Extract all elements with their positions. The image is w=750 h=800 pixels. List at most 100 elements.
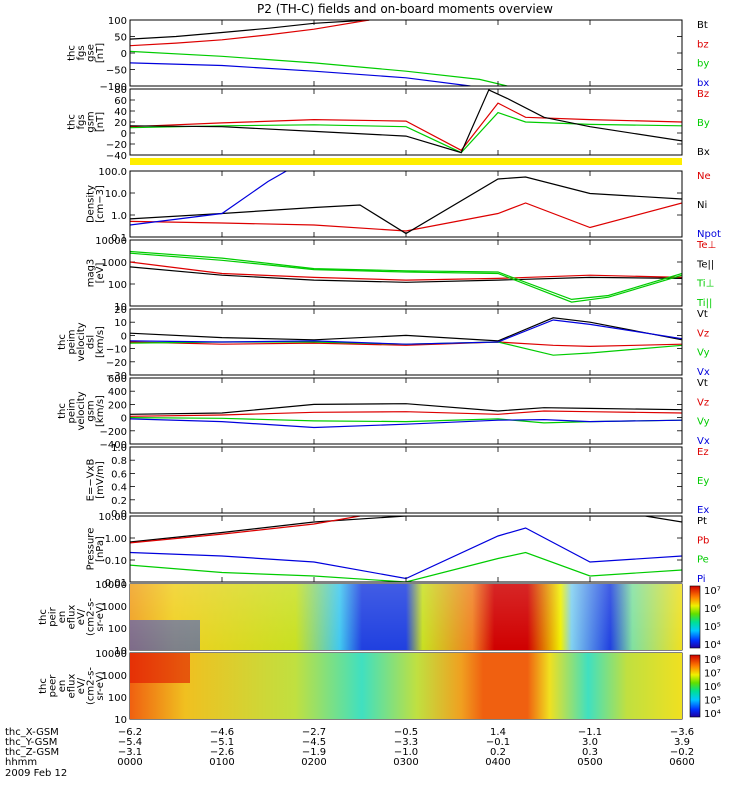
colorbar-label: 10⁵ bbox=[704, 622, 721, 633]
ytick-label: 0 bbox=[121, 414, 127, 425]
legend-by: by bbox=[697, 59, 709, 70]
series-vz bbox=[130, 410, 682, 417]
ylabel-line: thc bbox=[57, 403, 68, 419]
panel-density: 100.0 10.0 1.0 0.1 Density[cm−3] Ne Ni Npot bbox=[86, 167, 721, 244]
series-bx bbox=[130, 89, 682, 154]
series-pi bbox=[130, 527, 682, 580]
series-npot bbox=[130, 171, 287, 226]
ytick-label: −30 bbox=[106, 371, 127, 382]
series-group bbox=[130, 516, 682, 582]
series-te bbox=[130, 261, 682, 281]
ylabel-line: sr-eV) bbox=[95, 671, 106, 700]
footer-value: −5.1 bbox=[210, 737, 234, 748]
ytick-label: 0.2 bbox=[111, 496, 127, 507]
panel-frame bbox=[129, 170, 683, 238]
colorbar-label: 10⁷ bbox=[704, 669, 721, 680]
legend-bz: Bz bbox=[697, 89, 709, 100]
ylabel-line: peir bbox=[48, 606, 59, 626]
colorbar-label: 10⁴ bbox=[704, 640, 721, 651]
electron-spectrogram-image bbox=[130, 653, 682, 719]
ytick-label: 600 bbox=[108, 374, 127, 385]
ylabel-line: thc bbox=[67, 114, 78, 130]
legend-pt: Pt bbox=[697, 516, 707, 527]
series-group bbox=[130, 250, 682, 303]
footer-value: −1.9 bbox=[302, 747, 326, 758]
footer-value: 0.3 bbox=[582, 747, 598, 758]
ylabel-line: sr-eV) bbox=[95, 602, 106, 631]
ylabel-line: thc bbox=[57, 334, 68, 350]
series-by bbox=[130, 111, 682, 154]
footer-value: 0.2 bbox=[490, 747, 506, 758]
legend-vy: Vy bbox=[697, 348, 710, 359]
colorbar-label: 10⁷ bbox=[704, 586, 721, 597]
legend-npot: Npot bbox=[697, 229, 721, 240]
footer-value: −0.1 bbox=[486, 737, 510, 748]
ylabel-line: fgs bbox=[76, 114, 87, 129]
ytick-label: 0 bbox=[121, 129, 127, 140]
ytick-label: 10 bbox=[114, 318, 127, 329]
ytick-label: 20 bbox=[114, 118, 127, 129]
legend-vz: Vz bbox=[697, 397, 709, 408]
footer-value: 0500 bbox=[577, 757, 602, 768]
legend-ti: Ti|| bbox=[696, 298, 712, 309]
ytick-label: 0.6 bbox=[111, 469, 127, 480]
footer-value: 0000 bbox=[117, 757, 142, 768]
ytick-label: −100 bbox=[100, 82, 127, 93]
ytick-label: −20 bbox=[106, 140, 127, 151]
footer-value: 1.4 bbox=[490, 727, 506, 738]
ylabel-line: eV/ bbox=[76, 608, 87, 625]
ytick-label: 0.8 bbox=[111, 456, 127, 467]
series-ne bbox=[130, 202, 682, 232]
ylabel-line: [km/s] bbox=[95, 395, 106, 427]
panel-efield: 1.0 0.8 0.6 0.4 0.2 0.0 E=−VxB[mV/m] Ez Ey Ex bbox=[86, 443, 710, 520]
ytick-label: 100.0 bbox=[98, 167, 127, 178]
legend-pb: Pb bbox=[697, 535, 709, 546]
ytick-label: −10 bbox=[106, 345, 127, 356]
ytick-label: 10.00 bbox=[98, 512, 127, 523]
ytick-label: −200 bbox=[100, 427, 127, 438]
legend-ne: Ne bbox=[697, 171, 711, 182]
ytick-label: 200 bbox=[108, 400, 127, 411]
legend-ti: Ti⊥ bbox=[696, 279, 714, 290]
ytick-label: 0.01 bbox=[105, 578, 127, 589]
colorbar-label: 10⁴ bbox=[704, 709, 721, 720]
ephemeris-footer: thc_X-GSM −6.2 −4.6 −2.7 −0.5 1.4 −1.1 −3.6 thc_… bbox=[5, 727, 695, 779]
ylabel-line: thc bbox=[38, 609, 49, 625]
series-group bbox=[130, 89, 682, 154]
ytick-label: 1000 bbox=[102, 258, 127, 269]
series-bx bbox=[130, 62, 471, 86]
series-pe bbox=[130, 551, 682, 582]
ytick-label: 50 bbox=[114, 33, 127, 44]
series-vt bbox=[130, 403, 682, 415]
footer-value: 0600 bbox=[669, 757, 694, 768]
footer-value: −3.1 bbox=[118, 747, 142, 758]
colorbar-label: 10⁶ bbox=[704, 604, 721, 615]
legend-vx: Vx bbox=[697, 367, 710, 378]
series-vt bbox=[130, 317, 682, 342]
series-bt bbox=[130, 20, 370, 40]
legend-ex: Ex bbox=[697, 505, 709, 516]
ytick-label: 80 bbox=[114, 85, 127, 96]
series-group bbox=[130, 403, 682, 429]
ytick-label: 1.0 bbox=[111, 211, 127, 222]
footer-value: −0.2 bbox=[670, 747, 694, 758]
ytick-label: 10000 bbox=[95, 580, 127, 591]
series-group bbox=[130, 20, 508, 86]
ytick-label: 0 bbox=[121, 331, 127, 342]
ylabel-line: Density bbox=[86, 185, 97, 223]
legend-bx: Bx bbox=[697, 147, 710, 158]
ylabel-line: gse bbox=[86, 44, 97, 62]
legend-vt: Vt bbox=[697, 378, 708, 389]
legend-vz: Vz bbox=[697, 328, 709, 339]
footer-value: −1.1 bbox=[578, 727, 602, 738]
series-vy bbox=[130, 417, 682, 424]
ytick-label: −40 bbox=[106, 151, 127, 162]
ylabel-line: eV/ bbox=[76, 677, 87, 694]
panel-frame bbox=[129, 19, 683, 87]
ytick-label: 10 bbox=[114, 646, 127, 657]
ytick-label: 0.4 bbox=[111, 483, 127, 494]
footer-value: −6.2 bbox=[118, 727, 142, 738]
ylabel-line: Pressure bbox=[86, 528, 97, 571]
